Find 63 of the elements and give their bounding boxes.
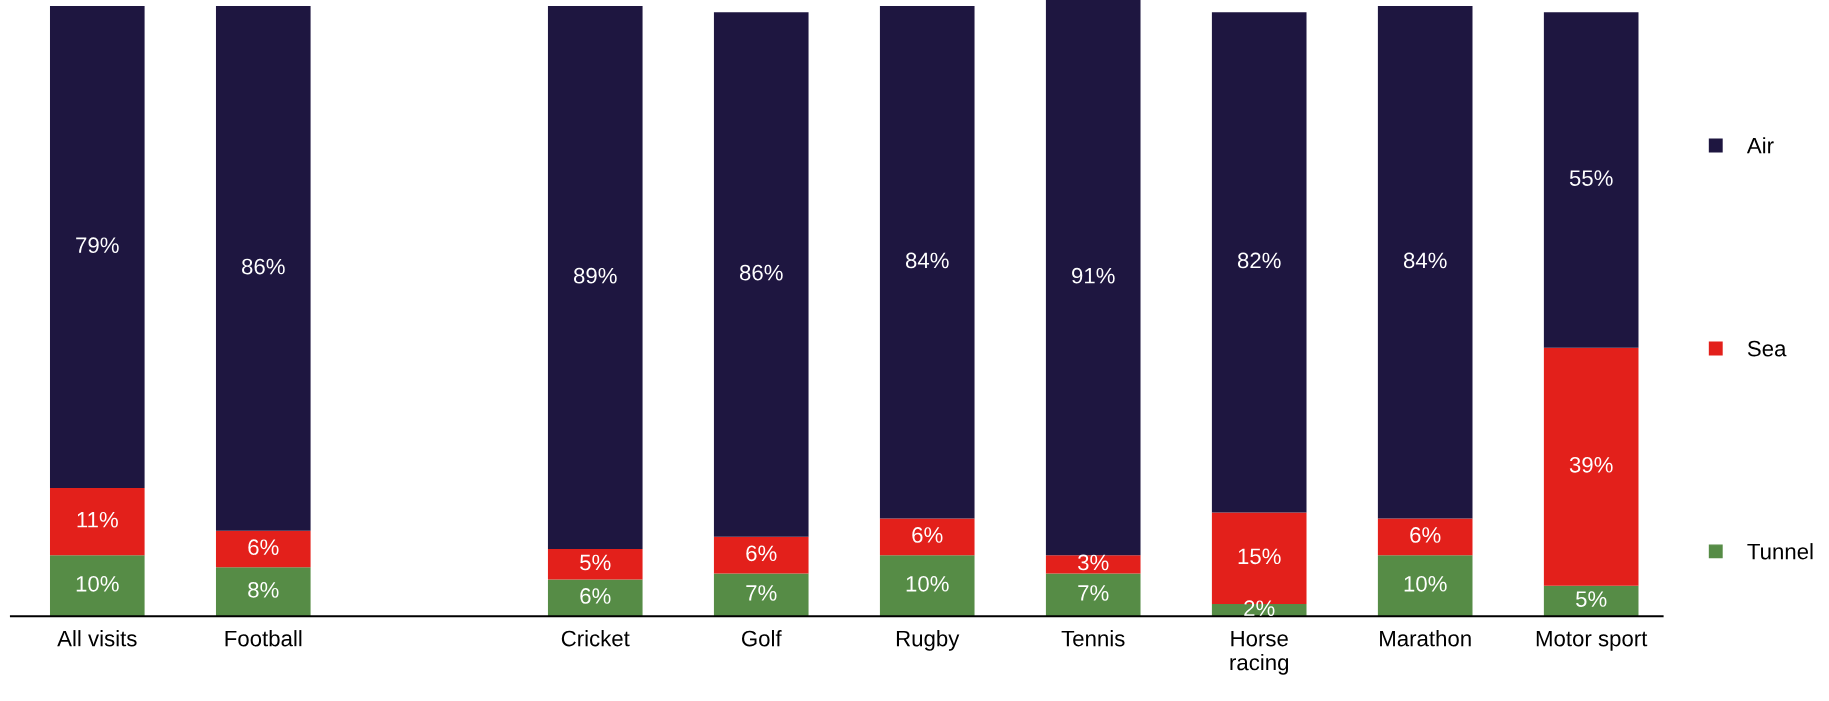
- bar: [1377, 518, 1473, 556]
- data-label: 86%: [242, 258, 285, 275]
- data-label: 55%: [1569, 170, 1613, 186]
- bar: [879, 555, 975, 617]
- data-label: 91%: [1072, 267, 1115, 284]
- data-label: 89%: [573, 267, 617, 284]
- bar: [879, 518, 975, 556]
- bar: [547, 549, 643, 580]
- x-tick-label: Motor sport: [1536, 630, 1648, 651]
- bar: [1543, 347, 1639, 586]
- bar: [1377, 555, 1473, 617]
- legend-label: Tunnel: [1747, 543, 1813, 560]
- data-label: 5%: [580, 554, 611, 571]
- data-label: 39%: [1569, 456, 1613, 473]
- data-label: 6%: [580, 588, 611, 604]
- bar: [215, 530, 311, 568]
- data-label: 7%: [1078, 585, 1109, 601]
- data-label: 3%: [1078, 554, 1109, 571]
- data-label: 11%: [77, 511, 118, 528]
- data-label: 8%: [248, 582, 279, 598]
- data-label: 5%: [1576, 591, 1607, 607]
- data-label: 82%: [1237, 252, 1281, 269]
- bar: [1377, 6, 1473, 519]
- x-tick-label: Rugby: [896, 630, 960, 651]
- bar: [1045, 573, 1141, 617]
- bar: [1211, 12, 1307, 513]
- x-tick-label: Football: [225, 630, 302, 647]
- bar: [713, 536, 809, 574]
- bar: [547, 579, 643, 617]
- data-label: 10%: [906, 575, 949, 592]
- data-label: 10%: [1404, 575, 1447, 592]
- bar: [713, 12, 809, 537]
- x-tick-label: Tennis: [1061, 630, 1125, 647]
- legend-label: Sea: [1747, 340, 1787, 357]
- bar: [547, 6, 643, 550]
- x-tick-label: Horse racing: [1230, 630, 1289, 675]
- data-label: 84%: [1403, 252, 1447, 269]
- x-tick-label: Cricket: [561, 630, 630, 647]
- data-label: 6%: [248, 539, 279, 556]
- data-label: 7%: [746, 585, 777, 601]
- data-label: 6%: [912, 527, 943, 543]
- data-label: 86%: [739, 264, 783, 281]
- x-tick-label: Golf: [741, 630, 782, 647]
- bar: [1045, 555, 1141, 574]
- bar: [1045, 0, 1141, 556]
- bar: [49, 6, 145, 489]
- bar: [1543, 12, 1639, 348]
- data-label: 2%: [1244, 600, 1275, 616]
- bar: [879, 6, 975, 519]
- data-label: 6%: [746, 545, 777, 562]
- bar: [49, 555, 145, 617]
- bar: [49, 488, 145, 556]
- x-tick-label: All visits: [57, 630, 137, 647]
- bar: [215, 567, 311, 617]
- bar: [215, 6, 311, 531]
- data-label: 10%: [76, 575, 119, 592]
- data-label: 84%: [905, 252, 949, 269]
- data-label: 6%: [1410, 527, 1441, 543]
- data-label: 15%: [1238, 548, 1281, 565]
- x-tick-label: Marathon: [1380, 630, 1471, 647]
- legend-label: Air: [1746, 137, 1774, 154]
- bar: [713, 573, 809, 617]
- data-label: 79%: [76, 237, 119, 254]
